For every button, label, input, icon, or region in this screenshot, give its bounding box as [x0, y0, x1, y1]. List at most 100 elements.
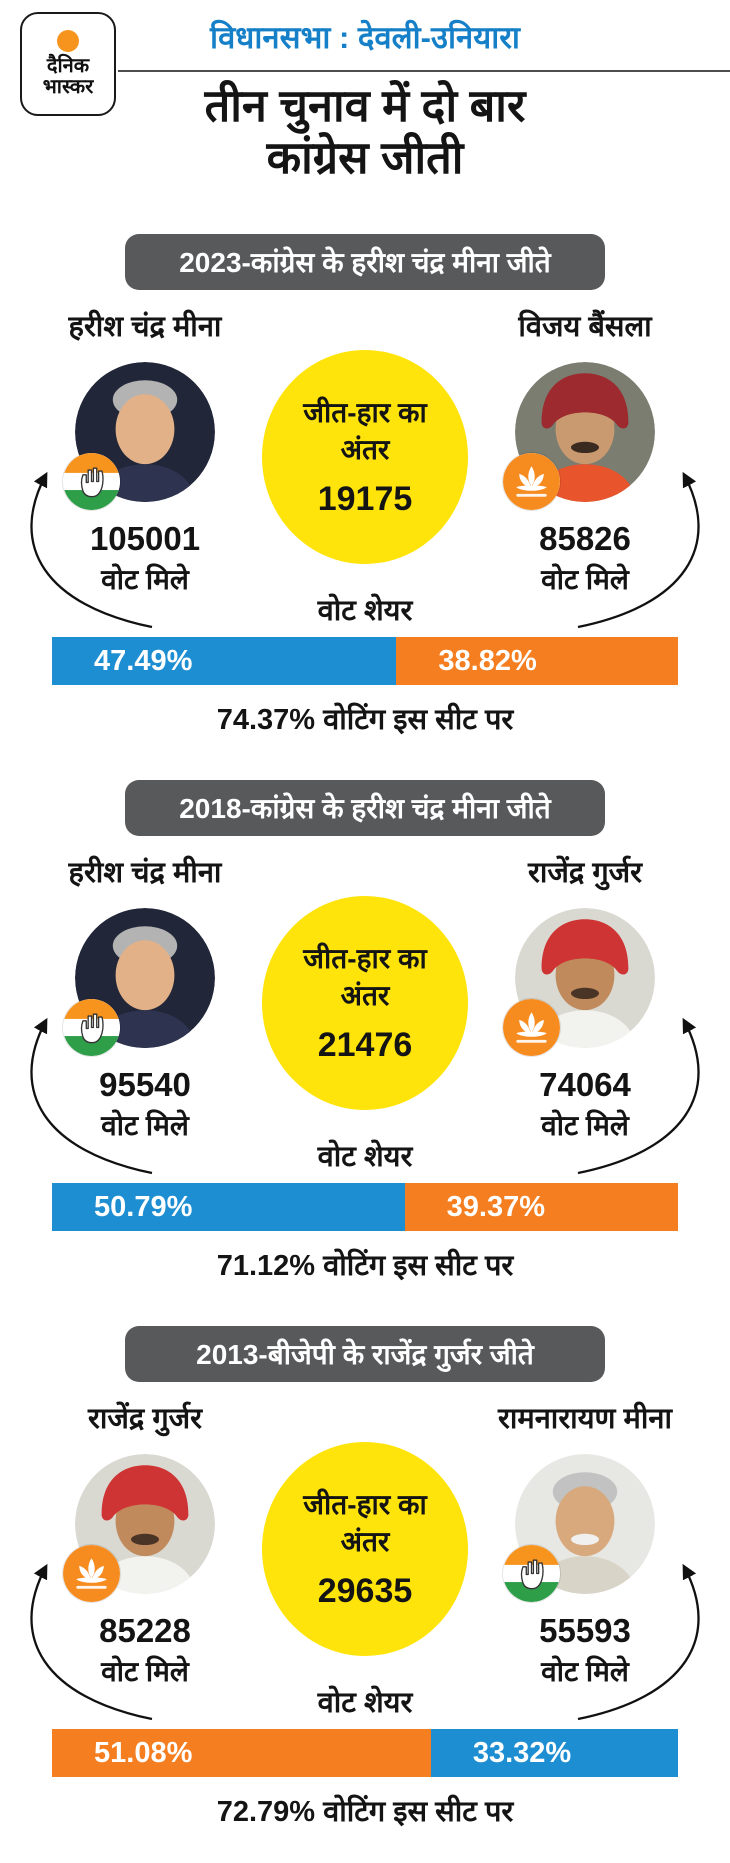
margin-column: जीत-हार का अंतर 19175 वोट शेयर: [262, 306, 468, 629]
turnout-text: 72.79% वोटिंग इस सीट पर: [216, 1796, 514, 1828]
vote-share-bar: 50.79% 39.37%: [52, 1183, 678, 1231]
margin-circle: जीत-हार का अंतर 21476: [262, 896, 468, 1110]
dainik-bhaskar-logo: दैनिक भास्कर: [20, 12, 116, 116]
candidate-right: रामनारायण मीना: [468, 1398, 702, 1690]
margin-circle: जीत-हार का अंतर 29635: [262, 1442, 468, 1656]
candidate-photo-wrap: [63, 908, 215, 1056]
bar-percentage-right: 33.32%: [472, 1736, 572, 1769]
vote-share-label: वोट शेयर: [317, 595, 413, 627]
margin-label-line1: जीत-हार का: [303, 943, 427, 975]
section-content: हरीश चंद्र मीना: [0, 852, 730, 1284]
logo-sun-icon: [57, 30, 79, 52]
candidate-left: हरीश चंद्र मीना: [28, 306, 262, 598]
margin-label-line2: अंतर: [340, 1525, 390, 1557]
header-divider: [118, 70, 730, 72]
page-title-line1: तीन चुनाव में दो बार: [204, 80, 526, 131]
bar-segment-left: 50.79%: [52, 1183, 405, 1231]
margin-circle: जीत-हार का अंतर 19175: [262, 350, 468, 564]
vote-share-label: वोट शेयर: [317, 1687, 413, 1719]
congress-hand-icon: [63, 999, 120, 1056]
section-content: राजेंद्र गुर्जर: [0, 1398, 730, 1830]
party-badge: [63, 1545, 120, 1602]
candidate-photo-wrap: [63, 1454, 215, 1602]
bar-percentage-left: 47.49%: [94, 644, 193, 677]
section-banner: 2013-बीजेपी के राजेंद्र गुर्जर जीते: [125, 1326, 605, 1382]
votes-value: 74064: [539, 1066, 631, 1103]
votes-value: 105001: [89, 520, 201, 557]
bar-percentage-right: 39.37%: [446, 1190, 545, 1223]
candidates-row: हरीश चंद्र मीना: [0, 852, 730, 1175]
bjp-lotus-icon: [63, 1545, 120, 1602]
margin-label: जीत-हार का अंतर: [303, 395, 426, 468]
votes-label: वोट मिले: [541, 564, 629, 595]
margin-label: जीत-हार का अंतर: [303, 941, 426, 1014]
margin-column: जीत-हार का अंतर 21476 वोट शेयर: [262, 852, 468, 1175]
page-header: दैनिक भास्कर विधानसभा : देवली-उनियारा ती…: [0, 0, 730, 192]
bar-segment-right: 33.32%: [430, 1729, 678, 1777]
candidate-name: हरीश चंद्र मीना: [68, 857, 222, 889]
candidate-photo-wrap: [503, 362, 655, 510]
turnout-text: 74.37% वोटिंग इस सीट पर: [216, 704, 514, 736]
vote-share-bar: 51.08% 33.32%: [52, 1729, 678, 1777]
candidate-photo-wrap: [503, 908, 655, 1056]
candidate-name: विजय बैंसला: [518, 311, 652, 343]
votes-label: वोट मिले: [541, 1656, 629, 1687]
election-section-2023: 2023-कांग्रेस के हरीश चंद्र मीना जीते हर…: [0, 234, 730, 738]
candidate-photo-wrap: [503, 1454, 655, 1602]
votes-value: 55593: [539, 1612, 631, 1649]
bjp-lotus-icon: [503, 999, 560, 1056]
party-badge: [63, 453, 120, 510]
election-section-2013: 2013-बीजेपी के राजेंद्र गुर्जर जीते राजे…: [0, 1326, 730, 1830]
votes-label: वोट मिले: [101, 1656, 189, 1687]
votes-value: 85228: [99, 1612, 191, 1649]
bar-percentage-left: 51.08%: [94, 1736, 193, 1769]
votes-value: 85826: [539, 520, 631, 557]
bar-percentage-left: 50.79%: [94, 1190, 193, 1223]
margin-label: जीत-हार का अंतर: [303, 1487, 426, 1560]
margin-label-line1: जीत-हार का: [303, 1489, 427, 1521]
section-banner: 2023-कांग्रेस के हरीश चंद्र मीना जीते: [125, 234, 605, 290]
candidate-right: विजय बैंसला: [468, 306, 702, 598]
bar-segment-left: 51.08%: [52, 1729, 431, 1777]
candidates-row: राजेंद्र गुर्जर: [0, 1398, 730, 1721]
bar-segment-left: 47.49%: [52, 637, 397, 685]
votes-label: वोट मिले: [541, 1110, 629, 1141]
margin-label-line2: अंतर: [340, 433, 390, 465]
margin-value: 29635: [317, 1571, 413, 1610]
bar-segment-right: 38.82%: [396, 637, 678, 685]
candidates-row: हरीश चंद्र मीना: [0, 306, 730, 629]
votes-label: वोट मिले: [101, 1110, 189, 1141]
bar-segment-right: 39.37%: [404, 1183, 678, 1231]
page-title: तीन चुनाव में दो बार कांग्रेस जीती: [0, 80, 730, 184]
margin-value: 19175: [317, 479, 413, 518]
candidate-name: राजेंद्र गुर्जर: [527, 857, 643, 889]
party-badge: [503, 1545, 560, 1602]
party-badge: [503, 999, 560, 1056]
bjp-lotus-icon: [503, 453, 560, 510]
votes-label: वोट मिले: [101, 564, 189, 595]
candidate-left: राजेंद्र गुर्जर: [28, 1398, 262, 1690]
vote-share-bar: 47.49% 38.82%: [52, 637, 678, 685]
section-content: हरीश चंद्र मीना: [0, 306, 730, 738]
candidate-name: रामनारायण मीना: [498, 1403, 672, 1435]
candidate-name: राजेंद्र गुर्जर: [87, 1403, 203, 1435]
vote-share-label: वोट शेयर: [317, 1141, 413, 1173]
margin-label-line1: जीत-हार का: [303, 397, 427, 429]
candidate-photo-wrap: [63, 362, 215, 510]
party-badge: [503, 453, 560, 510]
congress-hand-icon: [63, 453, 120, 510]
election-section-2018: 2018-कांग्रेस के हरीश चंद्र मीना जीते हर…: [0, 780, 730, 1284]
candidate-left: हरीश चंद्र मीना: [28, 852, 262, 1144]
party-badge: [63, 999, 120, 1056]
logo-text-line2: भास्कर: [42, 76, 94, 98]
section-banner: 2018-कांग्रेस के हरीश चंद्र मीना जीते: [125, 780, 605, 836]
congress-hand-icon: [503, 1545, 560, 1602]
constituency-kicker: विधानसभा : देवली-उनियारा: [210, 20, 520, 55]
candidate-name: हरीश चंद्र मीना: [68, 311, 222, 343]
votes-value: 95540: [99, 1066, 191, 1103]
bar-percentage-right: 38.82%: [438, 644, 537, 677]
page-title-line2: कांग्रेस जीती: [266, 131, 464, 183]
margin-column: जीत-हार का अंतर 29635 वोट शेयर: [262, 1398, 468, 1721]
margin-value: 21476: [317, 1025, 413, 1064]
margin-label-line2: अंतर: [340, 979, 390, 1011]
